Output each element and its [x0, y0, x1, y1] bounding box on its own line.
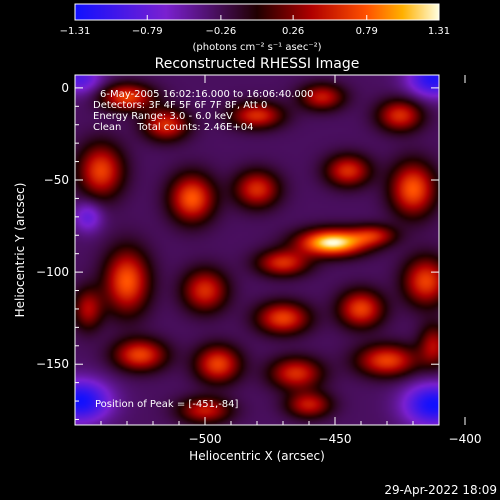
y-tick-label: −100 [36, 265, 69, 279]
y-axis-label: Heliocentric Y (arcsec) [13, 183, 27, 318]
heatmap-image [75, 75, 439, 425]
colorbar-ticks: −1.31 −0.79 −0.26 0.26 0.79 1.31 [60, 15, 450, 37]
y-tick-label: −50 [44, 173, 69, 187]
chart-title: Reconstructed RHESSI Image [155, 56, 360, 72]
footer-date: 29-Apr-2022 18:09 [384, 483, 497, 497]
y-tick-label: 0 [61, 81, 69, 95]
x-tick-label: −500 [189, 432, 222, 446]
annotation-detectors: Detectors: 3F 4F 5F 6F 7F 8F, Att 0 [93, 100, 267, 111]
colorbar-unit-label: (photons cm⁻² s⁻¹ asec⁻²) [192, 42, 321, 53]
axis-ticks: −500 −450 −400 0 −50 −100 −150 [36, 75, 481, 446]
colorbar-gradient [74, 3, 440, 21]
heatmap-plot-area: −500 −450 −400 0 −50 −100 −150 [36, 74, 481, 446]
colorbar-tick-label: 1.31 [428, 26, 450, 37]
colorbar-tick-label: 0.79 [356, 26, 378, 37]
annotation-clean-counts: Clean Total counts: 2.46E+04 [93, 122, 253, 133]
annotation-energy-range: Energy Range: 3.0 - 6.0 keV [93, 111, 233, 122]
colorbar-tick-label: −0.79 [132, 26, 163, 37]
colorbar-tick-label: 0.26 [282, 26, 304, 37]
x-axis-label: Heliocentric X (arcsec) [189, 449, 325, 463]
peak-position-label: Position of Peak = [-451,-84] [95, 399, 239, 410]
annotation-block: 6-May-2005 16:02:16.000 to 16:06:40.000 … [93, 89, 313, 133]
y-tick-label: −150 [36, 357, 69, 371]
x-tick-label: −400 [449, 432, 482, 446]
x-tick-label: −450 [319, 432, 352, 446]
annotation-time-range: 6-May-2005 16:02:16.000 to 16:06:40.000 [100, 89, 313, 100]
colorbar-tick-label: −0.26 [206, 26, 237, 37]
colorbar: −1.31 −0.79 −0.26 0.26 0.79 1.31 (photons cm⁻… [60, 3, 450, 53]
colorbar-tick-label: −1.31 [60, 26, 91, 37]
